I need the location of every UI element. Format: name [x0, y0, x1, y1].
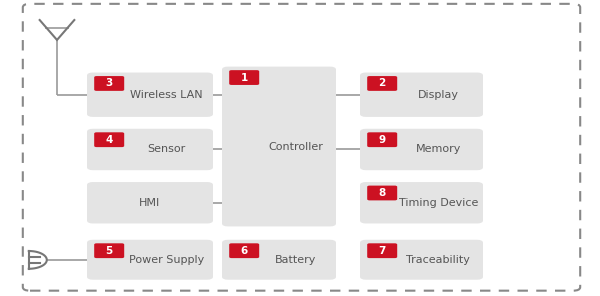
Text: 1: 1 [241, 73, 248, 83]
FancyBboxPatch shape [229, 243, 259, 258]
Text: Traceability: Traceability [406, 255, 470, 265]
FancyBboxPatch shape [94, 132, 124, 147]
Text: Power Supply: Power Supply [129, 255, 205, 265]
FancyBboxPatch shape [94, 243, 124, 258]
FancyBboxPatch shape [360, 73, 483, 117]
FancyBboxPatch shape [360, 182, 483, 223]
FancyBboxPatch shape [87, 240, 213, 280]
FancyBboxPatch shape [360, 240, 483, 280]
FancyBboxPatch shape [367, 132, 397, 147]
Text: Sensor: Sensor [148, 144, 186, 155]
Text: HMI: HMI [139, 198, 161, 208]
Text: Battery: Battery [275, 255, 316, 265]
FancyBboxPatch shape [367, 76, 397, 91]
Text: 3: 3 [106, 78, 113, 89]
FancyBboxPatch shape [367, 243, 397, 258]
FancyBboxPatch shape [222, 67, 336, 226]
Text: 5: 5 [106, 246, 113, 256]
Text: Timing Device: Timing Device [398, 198, 478, 208]
FancyBboxPatch shape [229, 70, 259, 85]
Text: Display: Display [418, 90, 459, 100]
FancyBboxPatch shape [367, 186, 397, 200]
FancyBboxPatch shape [94, 76, 124, 91]
Text: Memory: Memory [416, 144, 461, 155]
FancyBboxPatch shape [87, 129, 213, 170]
Text: 8: 8 [379, 188, 386, 198]
Text: 9: 9 [379, 135, 386, 145]
Text: 2: 2 [379, 78, 386, 89]
FancyBboxPatch shape [222, 240, 336, 280]
FancyBboxPatch shape [360, 129, 483, 170]
Text: 6: 6 [241, 246, 248, 256]
Text: 4: 4 [106, 135, 113, 145]
FancyBboxPatch shape [87, 73, 213, 117]
Text: Controller: Controller [268, 141, 323, 152]
Text: Wireless LAN: Wireless LAN [130, 90, 203, 100]
Text: 7: 7 [379, 246, 386, 256]
FancyBboxPatch shape [87, 182, 213, 223]
